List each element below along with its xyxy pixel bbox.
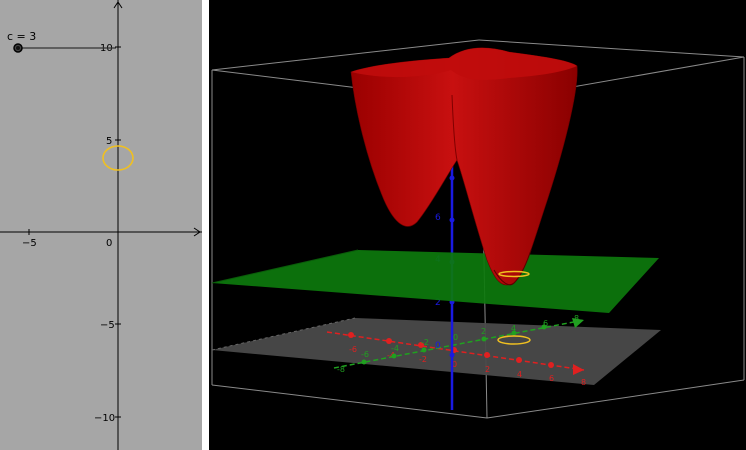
x-axis-tick-label: 4 [517, 370, 522, 379]
x-axis-tick-label: 2 [485, 365, 490, 374]
y-axis-3d [333, 318, 585, 369]
y-tick-label: −10 [94, 413, 115, 424]
y-axis-arrow [113, 1, 123, 9]
graphics-view-3d[interactable]: -6 -4 -2 0 2 4 6 8 -8 -6 -4 -2 0 2 4 6 8 [209, 0, 746, 450]
x-axis-tick-label: -2 [419, 355, 427, 364]
surface-graph[interactable] [350, 47, 578, 286]
x-axis-tick-label: -6 [349, 345, 357, 354]
xy-plane[interactable] [212, 318, 661, 385]
xy-plane-edge [211, 317, 356, 351]
y-axis-tick-label: 2 [481, 327, 486, 336]
view-divider[interactable] [202, 0, 209, 450]
plane-z-equals-c[interactable] [212, 250, 659, 313]
level-curve-3d-base[interactable] [497, 335, 531, 345]
y-axis-tick-label: -6 [361, 350, 369, 359]
plane-edge [211, 249, 359, 284]
x-tick-label: 0 [106, 238, 112, 249]
y-tick-label: −5 [100, 320, 115, 331]
y-axis-tick-label: 6 [543, 319, 548, 328]
x-axis-tick-label: 6 [549, 374, 554, 383]
z-axis-tick-label: 0 [435, 341, 441, 351]
level-curve-ellipse[interactable] [102, 145, 134, 171]
y-axis-tick-label: 4 [511, 324, 516, 333]
x-axis-tick-label: 0 [452, 360, 457, 369]
y-axis-tick-label: -4 [391, 344, 399, 353]
slider-handle-center [16, 46, 20, 50]
graphics-2d-canvas[interactable]: −5 0 10 5 −5 −10 c = 3 [0, 0, 202, 450]
y-axis-tick-label: 0 [453, 333, 458, 342]
x-axis-arrow [193, 227, 201, 237]
slider-label: c = 3 [7, 30, 36, 43]
z-axis-tick-label: 6 [435, 213, 441, 223]
y-axis-tick-label: -8 [337, 365, 345, 374]
x-axis-tick-label: -4 [387, 351, 395, 360]
y-axis-tick-label: 8 [574, 314, 579, 323]
level-curve-3d-intersection[interactable] [498, 270, 530, 278]
x-axis-tick-label: 8 [581, 378, 586, 387]
y-tick-label: 5 [106, 136, 112, 147]
graphics-3d-canvas[interactable]: -6 -4 -2 0 2 4 6 8 -8 -6 -4 -2 0 2 4 6 8 [209, 0, 746, 450]
graphics-view-2d[interactable]: −5 0 10 5 −5 −10 c = 3 [0, 0, 202, 450]
x-axis-3d [326, 331, 585, 375]
y-axis-tick-label: -2 [421, 338, 429, 347]
x-tick-label: −5 [22, 238, 37, 249]
z-axis-tick-label: 2 [435, 298, 441, 308]
